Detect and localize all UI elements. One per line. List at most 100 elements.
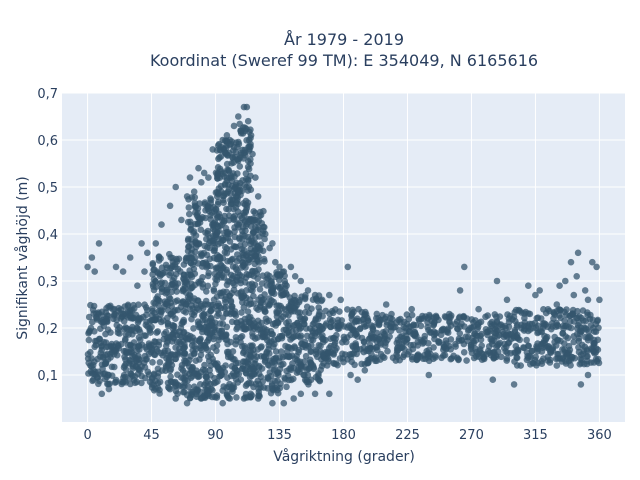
data-point: [122, 347, 129, 355]
chart-title-line2: Koordinat (Sweref 99 TM): E 354049, N 61…: [150, 51, 538, 70]
y-tick-label: 0,7: [37, 87, 58, 102]
data-point: [231, 215, 238, 223]
data-point: [169, 281, 176, 288]
data-point: [463, 315, 471, 322]
data-point: [460, 349, 468, 356]
data-point: [309, 362, 317, 369]
data-point: [523, 336, 530, 344]
data-point: [524, 352, 531, 360]
data-point: [369, 323, 377, 330]
data-point: [521, 319, 529, 326]
y-tick-label: 0,2: [37, 322, 58, 337]
data-point: [184, 377, 191, 384]
data-point: [356, 325, 364, 333]
data-point: [290, 375, 297, 383]
data-point: [497, 353, 505, 361]
data-point: [227, 353, 235, 361]
data-point: [214, 251, 221, 259]
data-point: [105, 380, 112, 388]
data-point: [236, 120, 243, 128]
data-point: [225, 206, 232, 213]
data-point: [134, 282, 141, 290]
data-point: [283, 383, 290, 391]
data-point: [230, 384, 238, 391]
data-point: [154, 268, 161, 276]
data-point: [94, 368, 102, 376]
data-point: [149, 283, 157, 290]
y-axis-title: Signifikant våghöjd (m): [14, 176, 31, 339]
data-point: [149, 305, 156, 313]
data-point: [239, 224, 247, 231]
data-point: [169, 254, 176, 262]
data-point: [204, 282, 212, 290]
data-point: [210, 286, 218, 293]
data-point: [248, 235, 255, 242]
data-point: [348, 312, 355, 320]
data-point: [238, 309, 245, 316]
data-point: [245, 165, 253, 173]
data-point: [301, 371, 308, 379]
data-point: [455, 337, 463, 345]
data-point: [234, 359, 242, 367]
data-point: [135, 314, 143, 322]
data-point: [260, 296, 268, 303]
data-point: [223, 281, 231, 289]
data-point: [265, 317, 273, 325]
data-point: [167, 378, 175, 385]
data-point: [184, 276, 191, 284]
data-point: [187, 271, 195, 279]
data-point: [346, 351, 353, 358]
data-point: [326, 390, 333, 398]
data-point: [576, 313, 583, 320]
data-point: [287, 263, 295, 271]
data-point: [198, 325, 206, 333]
data-point: [291, 273, 299, 280]
data-point: [194, 372, 201, 380]
data-point: [185, 204, 193, 211]
data-point: [277, 348, 285, 355]
data-point: [224, 374, 231, 382]
data-point: [234, 251, 241, 258]
data-point: [493, 327, 501, 334]
data-point: [494, 348, 502, 356]
data-point: [235, 113, 242, 120]
data-point: [262, 308, 269, 316]
data-point: [279, 313, 287, 321]
data-point: [425, 371, 433, 379]
data-point: [239, 299, 246, 306]
data-point: [156, 390, 163, 397]
data-point: [415, 315, 423, 323]
data-point: [219, 314, 227, 322]
data-point: [409, 345, 417, 353]
data-point: [267, 389, 275, 397]
data-point: [239, 365, 246, 373]
data-point: [443, 340, 450, 347]
data-point: [567, 258, 575, 266]
data-point: [432, 312, 440, 320]
data-point: [178, 216, 185, 224]
data-point: [197, 215, 205, 222]
data-point: [226, 230, 234, 238]
data-point: [436, 338, 443, 346]
data-point: [590, 324, 597, 332]
data-point: [191, 295, 198, 302]
data-point: [240, 348, 248, 356]
y-tick-label: 0,3: [37, 275, 58, 290]
data-point: [293, 369, 301, 377]
data-point: [381, 315, 389, 323]
data-point: [193, 305, 201, 312]
data-point: [503, 357, 511, 364]
data-point: [478, 342, 486, 350]
data-point: [198, 395, 205, 402]
data-point: [215, 155, 222, 163]
data-point: [200, 310, 208, 318]
data-point: [186, 356, 193, 364]
data-point: [127, 348, 135, 355]
data-point: [172, 344, 179, 351]
data-point: [589, 316, 596, 324]
x-tick-label: 180: [331, 428, 356, 443]
data-point: [272, 322, 280, 329]
data-point: [511, 326, 519, 334]
data-point: [264, 374, 272, 382]
data-point: [273, 383, 281, 391]
